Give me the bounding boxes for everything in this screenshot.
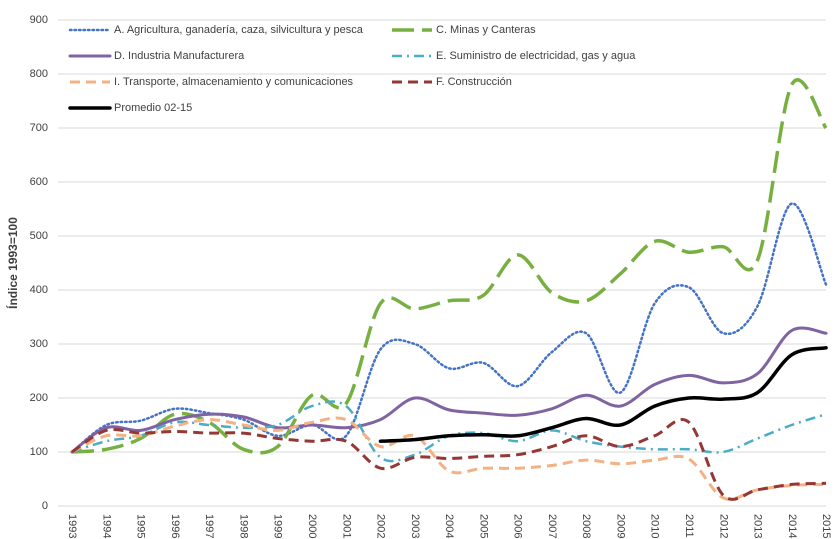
x-tick-label: 2015 xyxy=(820,514,832,538)
x-tick-label: 1996 xyxy=(169,514,181,538)
x-tick-label: 2007 xyxy=(546,514,558,538)
x-tick-label: 1998 xyxy=(237,514,249,538)
y-tick-label: 800 xyxy=(30,68,48,80)
y-tick-label: 900 xyxy=(30,14,48,26)
y-tick-label: 500 xyxy=(30,230,48,242)
x-tick-label: 1993 xyxy=(66,514,78,538)
x-tick-label: 2004 xyxy=(443,514,455,538)
x-tick-label: 1994 xyxy=(100,514,112,538)
x-tick-label: 2012 xyxy=(717,514,729,538)
y-tick-label: 300 xyxy=(30,338,48,350)
legend-label: Promedio 02-15 xyxy=(114,102,192,114)
x-tick-label: 2006 xyxy=(512,514,524,538)
x-tick-label: 2009 xyxy=(614,514,626,538)
x-tick-label: 2008 xyxy=(580,514,592,538)
x-tick-label: 2005 xyxy=(477,514,489,538)
y-tick-label: 700 xyxy=(30,122,48,134)
x-tick-label: 2013 xyxy=(752,514,764,538)
y-axis-title: Índice 1993=100 xyxy=(5,217,20,309)
x-tick-label: 1995 xyxy=(135,514,147,538)
series-line xyxy=(70,326,828,454)
x-tick-label: 2011 xyxy=(683,514,695,538)
series-line xyxy=(71,78,828,455)
x-tick-label: 2010 xyxy=(649,514,661,538)
series-line xyxy=(71,418,827,501)
x-tick-label: 2003 xyxy=(409,514,421,538)
legend-label: A. Agricultura, ganadería, caza, silvicu… xyxy=(114,24,364,36)
series-line xyxy=(378,346,828,443)
series-line xyxy=(71,416,827,501)
y-tick-label: 0 xyxy=(42,500,48,512)
x-tick-label: 2000 xyxy=(306,514,318,538)
legend-label: D. Industria Manufacturera xyxy=(114,50,245,62)
y-tick-label: 600 xyxy=(30,176,48,188)
x-tick-label: 1997 xyxy=(203,514,215,538)
y-tick-label: 200 xyxy=(30,392,48,404)
x-tick-label: 1999 xyxy=(272,514,284,538)
x-tick-label: 2002 xyxy=(375,514,387,538)
legend-label: C. Minas y Canteras xyxy=(436,24,536,36)
x-tick-label: 2014 xyxy=(786,514,798,538)
legend-label: F. Construcción xyxy=(436,76,512,88)
y-tick-label: 400 xyxy=(30,284,48,296)
legend-label: E. Suministro de electricidad, gas y agu… xyxy=(436,50,636,62)
x-tick-label: 2001 xyxy=(340,514,352,538)
y-tick-label: 100 xyxy=(30,446,48,458)
legend-label: I. Transporte, almacenamiento y comunica… xyxy=(114,76,354,88)
